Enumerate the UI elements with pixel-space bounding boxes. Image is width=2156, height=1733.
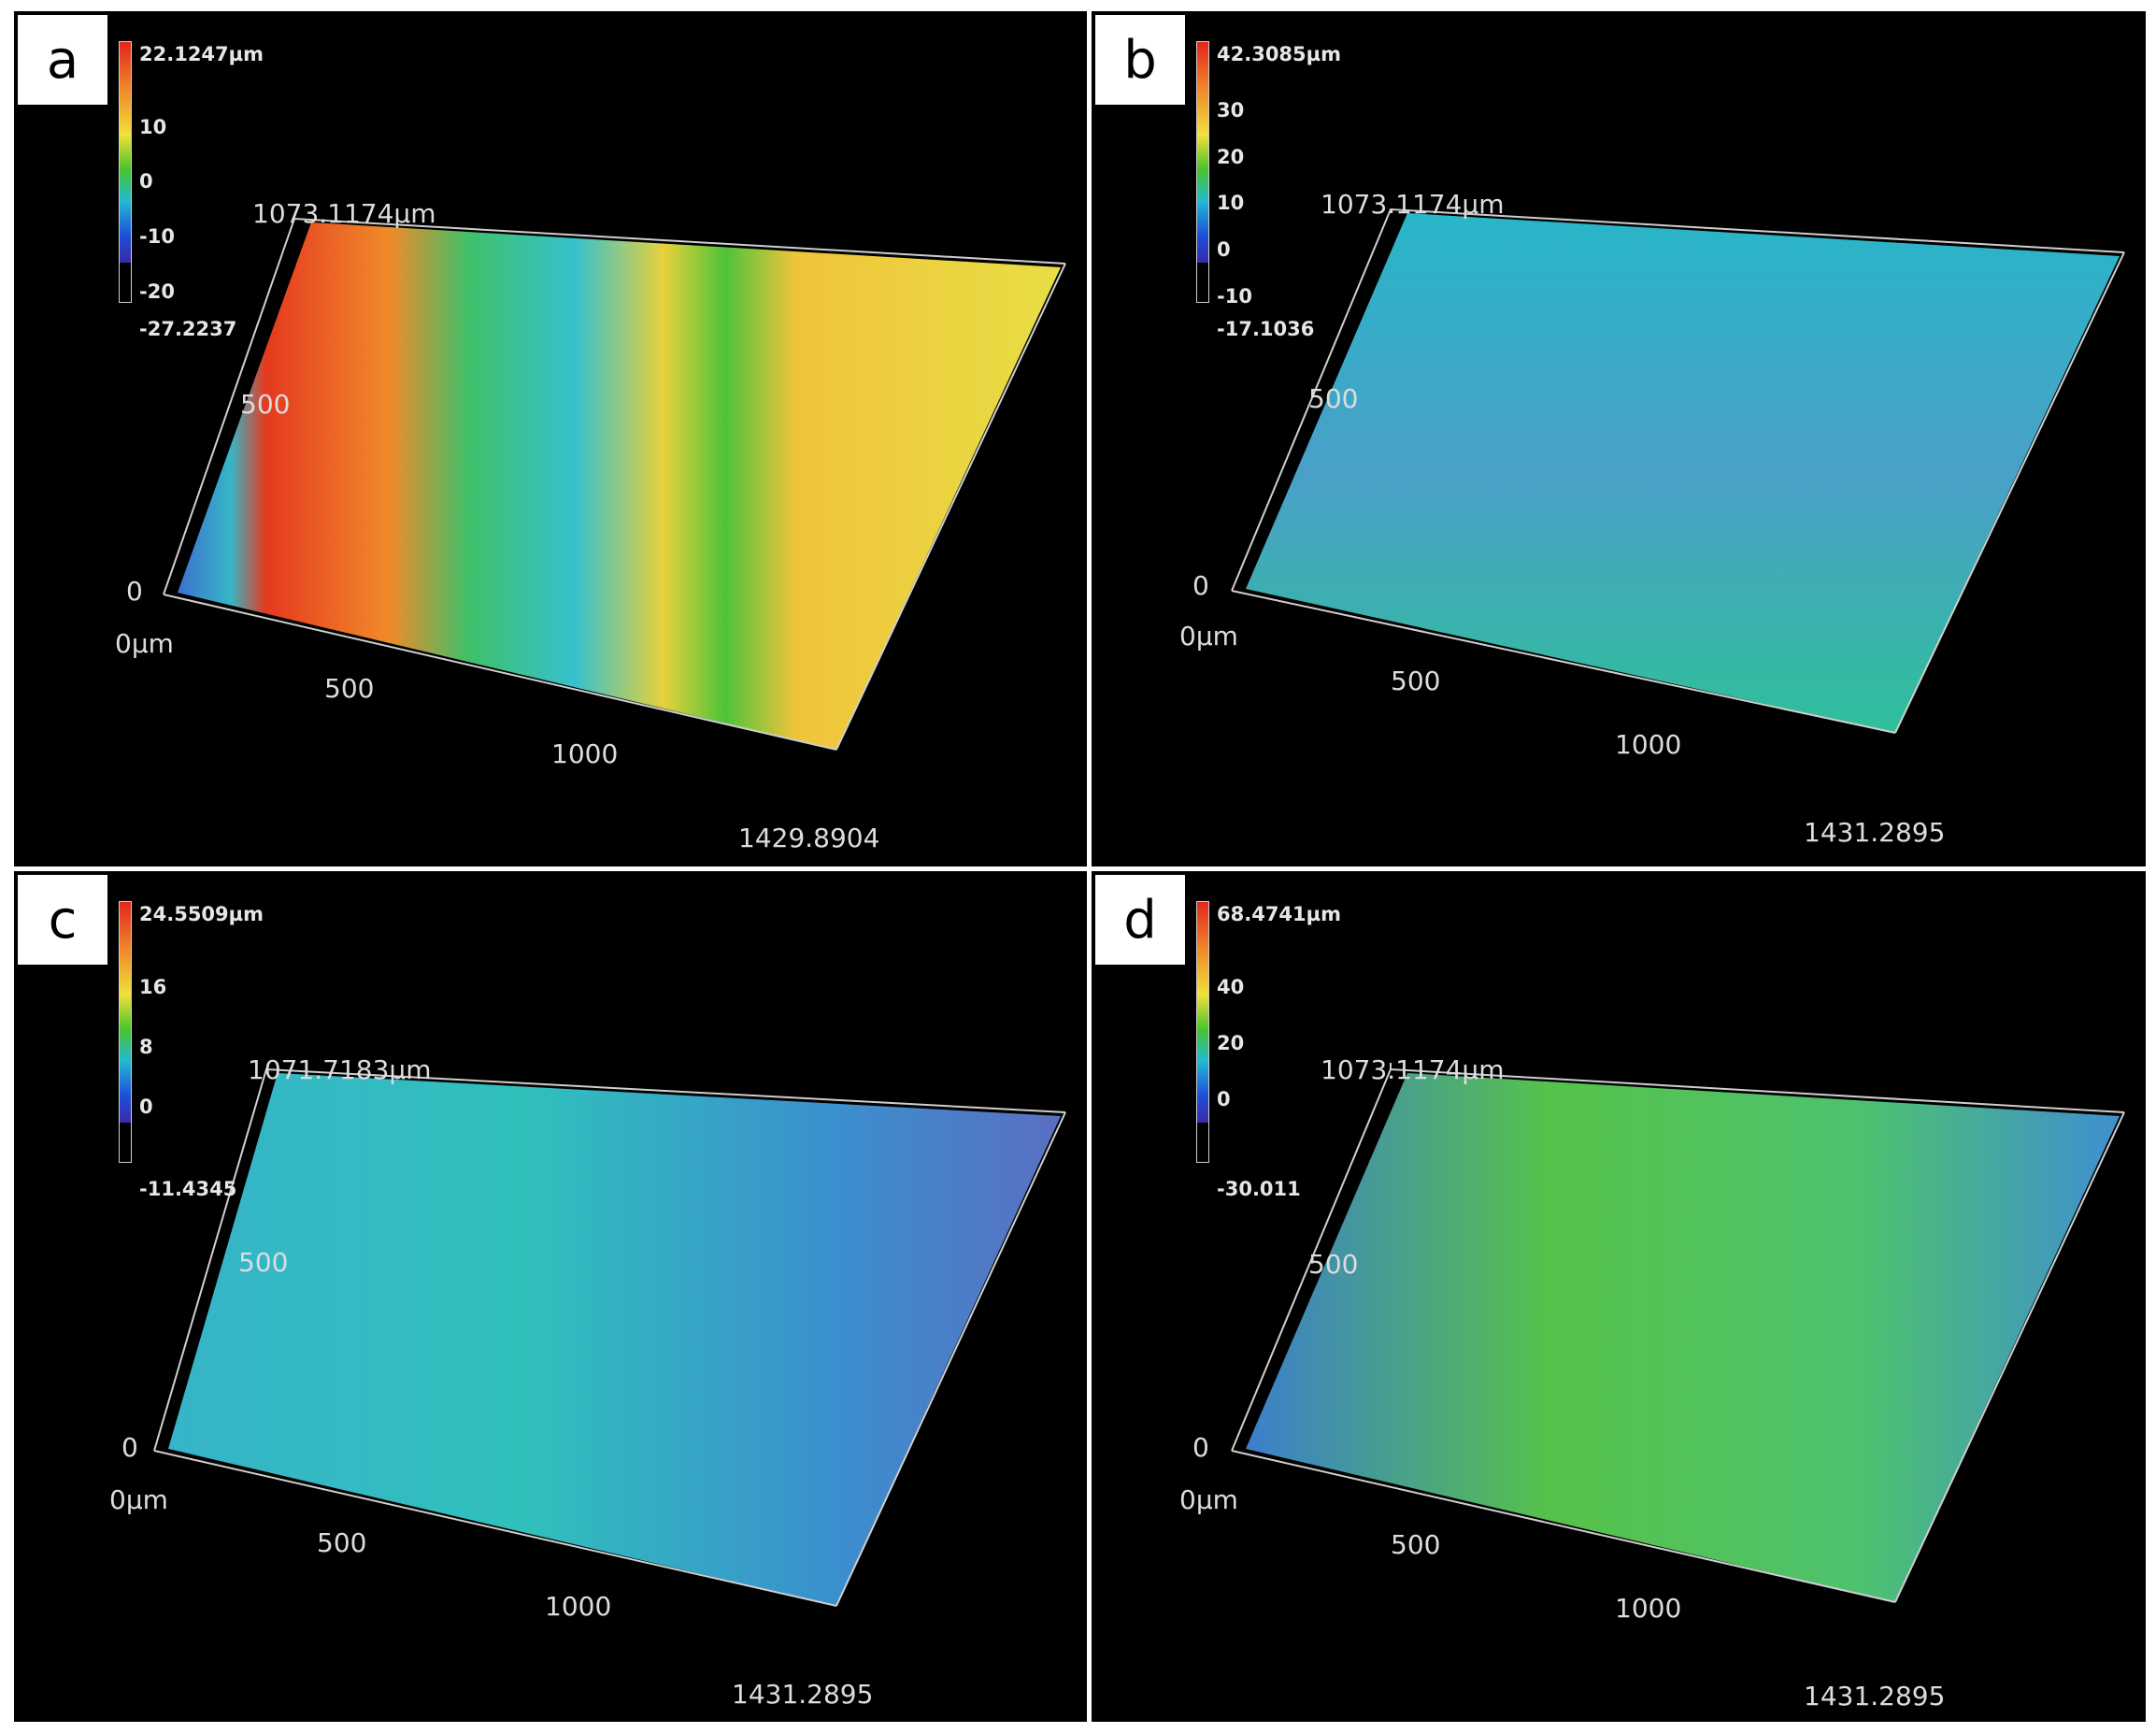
surface-plot-c xyxy=(153,1067,1066,1607)
colorbar-min-label: -17.1036 xyxy=(1217,318,1315,340)
surface-b xyxy=(1246,213,2120,733)
y-axis-zero-label: 0 xyxy=(126,576,143,607)
y-axis-tick-label: 500 xyxy=(1308,383,1359,414)
colorbar-min-label: -30.011 xyxy=(1217,1178,1301,1200)
panel-d: d 68.4741µm 40 20 0 -30.011 1073.1174µm … xyxy=(1092,871,2146,1722)
y-axis-max-label: 1073.1174µm xyxy=(1321,1054,1505,1085)
panel-label-box: d xyxy=(1095,875,1185,965)
x-axis-tick-label: 500 xyxy=(1391,666,1441,696)
y-axis-zero-label: 0 xyxy=(1192,1432,1209,1463)
colorbar-tick: -10 xyxy=(1217,285,1252,308)
colorbar-tick: 10 xyxy=(139,116,167,138)
colorbar xyxy=(119,901,132,1163)
y-axis-max-label: 1073.1174µm xyxy=(252,198,436,229)
panel-label-box: a xyxy=(18,15,107,105)
x-axis-tick-label: 500 xyxy=(317,1527,367,1558)
axis-frame-b xyxy=(1231,208,2125,592)
colorbar-max-label: 24.5509µm xyxy=(139,903,264,925)
y-axis-tick-label: 500 xyxy=(238,1247,289,1278)
x-axis-tick-label: 1000 xyxy=(1615,1593,1682,1624)
x-axis-origin-label: 0µm xyxy=(115,628,174,659)
colorbar-min-label: -27.2237 xyxy=(139,318,237,340)
colorbar-tick: -20 xyxy=(139,280,175,303)
y-axis-max-label: 1073.1174µm xyxy=(1321,189,1505,220)
surface-a xyxy=(178,222,1061,750)
colorbar-tick: 0 xyxy=(139,1096,153,1118)
colorbar-max-label: 68.4741µm xyxy=(1217,903,1341,925)
colorbar-tick: 0 xyxy=(1217,238,1231,261)
panel-label-box: b xyxy=(1095,15,1185,105)
panel-label-box: c xyxy=(18,875,107,965)
colorbar xyxy=(1196,901,1209,1163)
x-axis-max-label: 1431.2895 xyxy=(732,1679,874,1710)
colorbar-tick: 16 xyxy=(139,976,167,998)
surface-plot-a xyxy=(163,217,1066,751)
colorbar xyxy=(119,41,132,303)
colorbar-max-label: 42.3085µm xyxy=(1217,43,1341,65)
x-axis-tick-label: 1000 xyxy=(551,738,619,769)
colorbar-tick: 8 xyxy=(139,1036,153,1058)
panel-letter: b xyxy=(1123,29,1157,91)
x-axis-tick-label: 1000 xyxy=(545,1591,612,1622)
colorbar-tick: -10 xyxy=(139,225,175,248)
x-axis-tick-label: 500 xyxy=(324,673,375,704)
surface-d xyxy=(1246,1073,2120,1602)
x-axis-max-label: 1431.2895 xyxy=(1804,1681,1946,1712)
colorbar xyxy=(1196,41,1209,303)
x-axis-origin-label: 0µm xyxy=(1179,1484,1238,1515)
colorbar-tick: 0 xyxy=(1217,1088,1231,1110)
surface-plot-d xyxy=(1231,1063,2125,1603)
x-axis-max-label: 1431.2895 xyxy=(1804,817,1946,848)
y-axis-max-label: 1071.7183µm xyxy=(248,1054,432,1085)
colorbar-tick: 0 xyxy=(139,170,153,193)
colorbar-tick: 30 xyxy=(1217,99,1245,122)
y-axis-zero-label: 0 xyxy=(1192,570,1209,601)
x-axis-origin-label: 0µm xyxy=(1179,621,1238,652)
x-axis-max-label: 1429.8904 xyxy=(738,823,880,853)
surface-c xyxy=(168,1073,1061,1606)
colorbar-tick: 40 xyxy=(1217,976,1245,998)
x-axis-tick-label: 500 xyxy=(1391,1529,1441,1560)
y-axis-tick-label: 500 xyxy=(1308,1249,1359,1280)
panel-a: a 22.1247µm 10 0 -10 -20 -27.2237 1073.1… xyxy=(14,11,1087,866)
axis-frame-a xyxy=(163,217,1066,595)
colorbar-tick: 20 xyxy=(1217,1032,1245,1054)
colorbar-tick: 20 xyxy=(1217,146,1245,168)
panel-b: b 42.3085µm 30 20 10 0 -10 -17.1036 1073… xyxy=(1092,11,2146,866)
x-axis-tick-label: 1000 xyxy=(1615,729,1682,760)
axis-frame-c xyxy=(153,1067,1066,1452)
y-axis-tick-label: 500 xyxy=(240,389,291,420)
colorbar-max-label: 22.1247µm xyxy=(139,43,264,65)
y-axis-zero-label: 0 xyxy=(121,1432,138,1463)
panel-c: c 24.5509µm 16 8 0 -11.4345 1071.7183µm … xyxy=(14,871,1087,1722)
colorbar-min-label: -11.4345 xyxy=(139,1178,237,1200)
colorbar-tick: 10 xyxy=(1217,192,1245,214)
panel-letter: c xyxy=(48,889,78,951)
surface-plot-b xyxy=(1231,208,2125,734)
panel-letter: a xyxy=(46,29,79,91)
panel-letter: d xyxy=(1123,889,1157,951)
x-axis-origin-label: 0µm xyxy=(109,1484,168,1515)
